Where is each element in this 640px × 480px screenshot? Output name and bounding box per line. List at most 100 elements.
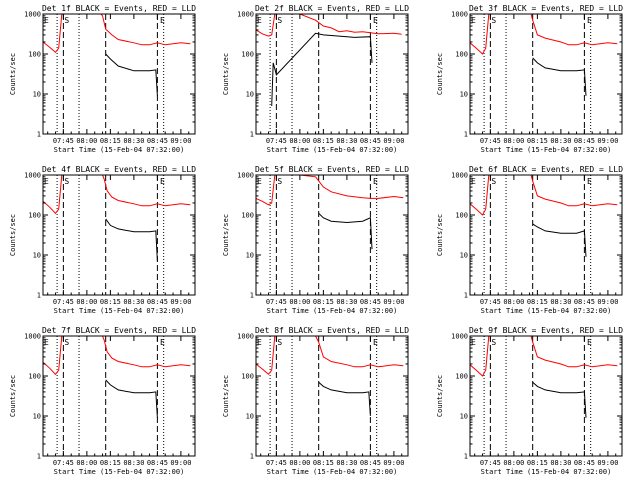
y-tick-label: 100 bbox=[241, 373, 254, 381]
y-axis-label: Counts/sec bbox=[9, 214, 17, 256]
panel-4: Det 4f BLACK = Events, RED = LLD 1 10 100 10… bbox=[9, 165, 196, 315]
y-tick-label: 1 bbox=[37, 292, 41, 300]
marker-s-label: S bbox=[64, 16, 69, 25]
series-lld-line bbox=[256, 14, 402, 37]
y-tick-label: 1000 bbox=[451, 172, 468, 180]
marker-e-label: E bbox=[44, 16, 49, 25]
series-events-line bbox=[318, 212, 373, 250]
y-tick-label: 1 bbox=[37, 453, 41, 461]
x-axis-label: Start Time (15-Feb-04 07:32:00) bbox=[481, 468, 612, 476]
y-tick-label: 100 bbox=[28, 51, 41, 59]
y-tick-label: 1000 bbox=[451, 11, 468, 19]
x-tick-label: 08:00 bbox=[503, 459, 524, 467]
panel-title: Det 3f BLACK = Events, RED = LLD bbox=[469, 4, 623, 13]
x-tick-label: 07:45 bbox=[480, 459, 501, 467]
x-tick-label: 07:45 bbox=[53, 137, 74, 145]
y-tick-label: 10 bbox=[460, 252, 468, 260]
data-lines bbox=[43, 14, 191, 96]
y-tick-label: 1 bbox=[464, 453, 468, 461]
marker-e-label: E bbox=[160, 16, 165, 25]
x-tick-label: 08:15 bbox=[100, 459, 121, 467]
x-tick-label: 08:00 bbox=[503, 137, 524, 145]
y-tick-label: 100 bbox=[455, 373, 468, 381]
x-tick-label: 08:30 bbox=[336, 298, 357, 306]
y-tick-label: 10 bbox=[33, 252, 41, 260]
panel-9: Det 9f BLACK = Events, RED = LLD 1 10 100 10… bbox=[436, 326, 623, 476]
marker-s-label: S bbox=[491, 338, 496, 347]
y-tick-label: 100 bbox=[455, 51, 468, 59]
plot-frame bbox=[469, 13, 623, 135]
marker-e-label: E bbox=[587, 338, 592, 347]
y-tick-label: 10 bbox=[460, 91, 468, 99]
series-lld-line bbox=[256, 336, 404, 376]
plot-frame bbox=[255, 335, 409, 457]
data-lines bbox=[256, 14, 402, 107]
panel-title: Det 8f BLACK = Events, RED = LLD bbox=[255, 326, 409, 335]
y-tick-label: 1000 bbox=[237, 333, 254, 341]
panel-5: Det 5f BLACK = Events, RED = LLD 1 10 100 10… bbox=[222, 165, 409, 315]
x-tick-label: 09:00 bbox=[597, 298, 618, 306]
x-tick-label: 08:00 bbox=[289, 137, 310, 145]
series-lld-line bbox=[43, 14, 191, 54]
x-tick-label: 08:30 bbox=[550, 137, 571, 145]
y-tick-label: 1000 bbox=[24, 172, 41, 180]
x-tick-label: 07:45 bbox=[266, 137, 287, 145]
x-tick-label: 09:00 bbox=[597, 459, 618, 467]
y-tick-label: 1 bbox=[250, 453, 254, 461]
y-tick-label: 100 bbox=[241, 51, 254, 59]
series-lld-line bbox=[43, 175, 191, 215]
panel-title: Det 9f BLACK = Events, RED = LLD bbox=[469, 326, 623, 335]
series-events-line bbox=[105, 53, 158, 96]
x-tick-label: 08:15 bbox=[313, 459, 334, 467]
y-tick-label: 100 bbox=[455, 212, 468, 220]
y-tick-label: 1 bbox=[37, 131, 41, 139]
x-tick-label: 08:45 bbox=[147, 298, 168, 306]
data-lines bbox=[256, 175, 404, 250]
plot-frame bbox=[255, 13, 409, 135]
marker-s-label: S bbox=[277, 338, 282, 347]
series-events-line bbox=[105, 218, 158, 262]
series-lld-line bbox=[470, 336, 618, 377]
x-tick-label: 08:15 bbox=[527, 298, 548, 306]
x-tick-label: 08:30 bbox=[123, 459, 144, 467]
x-tick-label: 08:00 bbox=[76, 459, 97, 467]
series-lld-line bbox=[256, 175, 404, 206]
x-tick-label: 08:30 bbox=[550, 459, 571, 467]
series-lld-line bbox=[43, 336, 191, 376]
x-tick-label: 09:00 bbox=[597, 137, 618, 145]
y-tick-label: 10 bbox=[246, 252, 254, 260]
x-tick-label: 08:00 bbox=[76, 298, 97, 306]
marker-s-label: S bbox=[491, 16, 496, 25]
x-tick-label: 09:00 bbox=[170, 298, 191, 306]
x-tick-label: 07:45 bbox=[266, 459, 287, 467]
x-tick-label: 08:15 bbox=[313, 298, 334, 306]
y-tick-label: 1 bbox=[250, 131, 254, 139]
marker-s-label: S bbox=[64, 177, 69, 186]
y-tick-label: 1000 bbox=[451, 333, 468, 341]
y-axis-label: Counts/sec bbox=[9, 53, 17, 95]
marker-e-label: E bbox=[373, 16, 378, 25]
series-events-line bbox=[318, 381, 371, 417]
plot-frame bbox=[42, 13, 196, 135]
panel-7: Det 7f BLACK = Events, RED = LLD 1 10 100 10… bbox=[9, 326, 196, 476]
series-events-line bbox=[532, 381, 587, 418]
panel-title: Det 2f BLACK = Events, RED = LLD bbox=[255, 4, 409, 13]
plot-frame bbox=[469, 335, 623, 457]
panel-title: Det 5f BLACK = Events, RED = LLD bbox=[255, 165, 409, 174]
y-tick-label: 10 bbox=[33, 413, 41, 421]
y-tick-label: 1000 bbox=[24, 11, 41, 19]
y-tick-label: 100 bbox=[241, 212, 254, 220]
x-tick-label: 07:45 bbox=[53, 298, 74, 306]
panel-8: Det 8f BLACK = Events, RED = LLD 1 10 100 10… bbox=[222, 326, 409, 476]
x-tick-label: 08:15 bbox=[100, 137, 121, 145]
x-tick-label: 07:45 bbox=[480, 298, 501, 306]
x-axis-label: Start Time (15-Feb-04 07:32:00) bbox=[54, 307, 185, 315]
data-lines bbox=[470, 336, 618, 418]
data-lines bbox=[470, 175, 618, 257]
x-tick-label: 07:45 bbox=[53, 459, 74, 467]
y-axis-label: Counts/sec bbox=[436, 53, 444, 95]
data-lines bbox=[470, 14, 618, 96]
y-tick-label: 100 bbox=[28, 373, 41, 381]
marker-e-label: E bbox=[471, 338, 476, 347]
